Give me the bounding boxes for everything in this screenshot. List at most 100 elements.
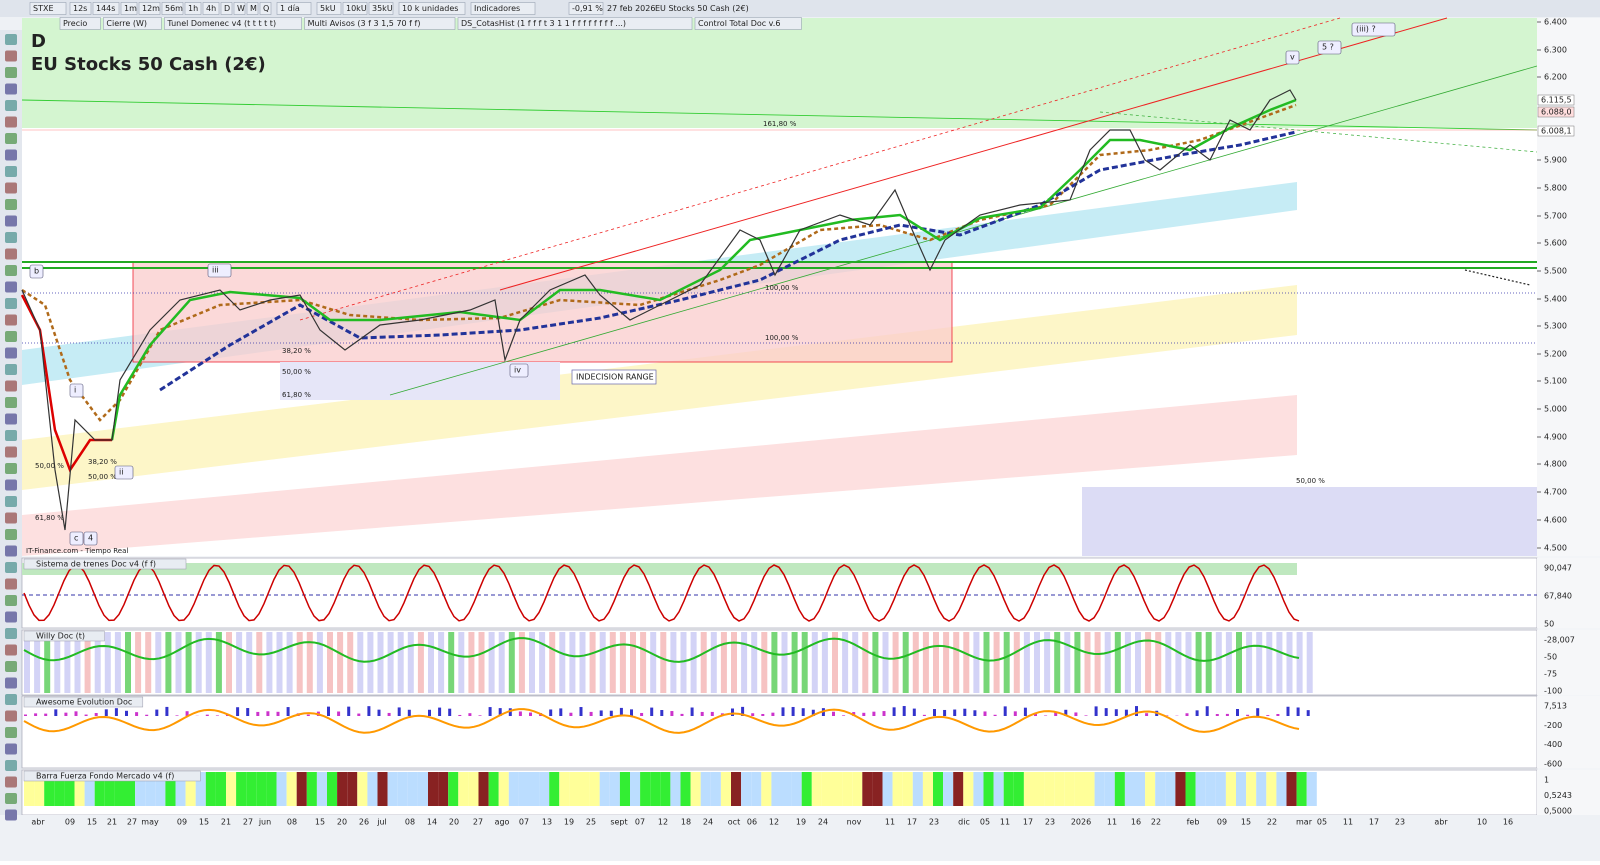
ao-bar <box>479 715 482 716</box>
willy-bar <box>347 632 353 693</box>
time-label: 09 <box>65 818 75 827</box>
unit-button-label: 10kU <box>346 4 367 13</box>
force-bar <box>499 772 509 806</box>
force-bar <box>1004 772 1014 806</box>
tool-icon[interactable] <box>5 150 17 161</box>
tool-icon[interactable] <box>5 810 17 821</box>
tool-icon[interactable] <box>5 777 17 788</box>
price-label: 5.500 <box>1544 267 1567 276</box>
time-label: 23 <box>1045 818 1055 827</box>
tool-icon[interactable] <box>5 282 17 293</box>
tool-icon[interactable] <box>5 480 17 491</box>
tool-icon[interactable] <box>5 34 17 45</box>
time-label: 26 <box>359 818 369 827</box>
tool-icon[interactable] <box>5 678 17 689</box>
tool-icon[interactable] <box>5 249 17 260</box>
tool-icon[interactable] <box>5 199 17 210</box>
tool-icon[interactable] <box>5 595 17 606</box>
tool-icon[interactable] <box>5 331 17 342</box>
tool-icon[interactable] <box>5 84 17 95</box>
tool-icon[interactable] <box>5 744 17 755</box>
willy-bar <box>1014 632 1020 693</box>
ao-bar <box>1186 713 1189 716</box>
tool-icon[interactable] <box>5 529 17 540</box>
tool-icon[interactable] <box>5 546 17 557</box>
ao-bar <box>378 710 381 716</box>
willy-bar <box>610 632 616 693</box>
time-label: 17 <box>1023 818 1033 827</box>
time-label: 20 <box>337 818 347 827</box>
ao-bar <box>771 713 774 716</box>
tool-icon[interactable] <box>5 100 17 111</box>
tool-icon[interactable] <box>5 67 17 78</box>
tool-icon[interactable] <box>5 562 17 573</box>
ao-bar <box>1206 706 1209 716</box>
indicator-chip-label: Control Total Doc v.6 <box>698 19 780 28</box>
tool-icon[interactable] <box>5 51 17 62</box>
force-bar <box>357 772 367 806</box>
tool-icon[interactable] <box>5 645 17 656</box>
period-button-label: 1m <box>124 4 137 13</box>
tool-icon[interactable] <box>5 315 17 326</box>
price-label: 5.200 <box>1544 350 1567 359</box>
willy-bar <box>1004 632 1010 693</box>
indicators-button-label: Indicadores <box>474 4 520 13</box>
force-bar <box>903 772 913 806</box>
tool-icon[interactable] <box>5 232 17 243</box>
ao-bar <box>792 707 795 716</box>
tool-icon[interactable] <box>5 628 17 639</box>
tool-icon[interactable] <box>5 166 17 177</box>
tool-icon[interactable] <box>5 727 17 738</box>
time-label: 09 <box>1217 818 1227 827</box>
tool-icon[interactable] <box>5 133 17 144</box>
tool-icon[interactable] <box>5 265 17 276</box>
tool-icon[interactable] <box>5 694 17 705</box>
tool-icon[interactable] <box>5 760 17 771</box>
tool-icon[interactable] <box>5 216 17 227</box>
ao-bar <box>367 706 370 716</box>
tool-icon[interactable] <box>5 364 17 375</box>
willy-bar <box>1125 632 1131 693</box>
force-bar <box>731 772 741 806</box>
force-bar <box>448 772 458 806</box>
ao-bar <box>357 714 360 716</box>
panel-bg <box>22 696 1537 768</box>
tool-icon[interactable] <box>5 430 17 441</box>
willy-bar <box>468 632 474 693</box>
price-label: 6.200 <box>1544 73 1567 82</box>
tool-icon[interactable] <box>5 496 17 507</box>
tool-icon[interactable] <box>5 579 17 590</box>
ao-bar <box>458 715 461 716</box>
price-label: 6.400 <box>1544 18 1567 27</box>
panel-axis-label: 90,047 <box>1544 564 1572 573</box>
tool-icon[interactable] <box>5 447 17 458</box>
time-label: 12 <box>769 818 779 827</box>
panel-axis-label: 0,5243 <box>1544 791 1572 800</box>
willy-bar <box>721 632 727 693</box>
tool-icon[interactable] <box>5 711 17 722</box>
ao-bar <box>519 711 522 716</box>
time-label: 19 <box>796 818 806 827</box>
tool-icon[interactable] <box>5 397 17 408</box>
tool-icon[interactable] <box>5 513 17 524</box>
tool-icon[interactable] <box>5 298 17 309</box>
tool-icon[interactable] <box>5 381 17 392</box>
tool-icon[interactable] <box>5 463 17 474</box>
time-label: 14 <box>427 818 437 827</box>
tool-icon[interactable] <box>5 117 17 128</box>
tool-icon[interactable] <box>5 348 17 359</box>
period-button-label: 144s <box>96 4 115 13</box>
ao-bar <box>307 715 310 716</box>
tool-icon[interactable] <box>5 183 17 194</box>
willy-bar <box>236 632 242 693</box>
tool-icon[interactable] <box>5 793 17 804</box>
ao-bar <box>1297 707 1300 716</box>
ao-bar <box>681 714 684 716</box>
tool-icon[interactable] <box>5 661 17 672</box>
tool-icon[interactable] <box>5 612 17 623</box>
force-bar <box>711 772 721 806</box>
tool-icon[interactable] <box>5 414 17 425</box>
force-bar <box>1024 772 1034 806</box>
force-bar <box>226 772 236 806</box>
